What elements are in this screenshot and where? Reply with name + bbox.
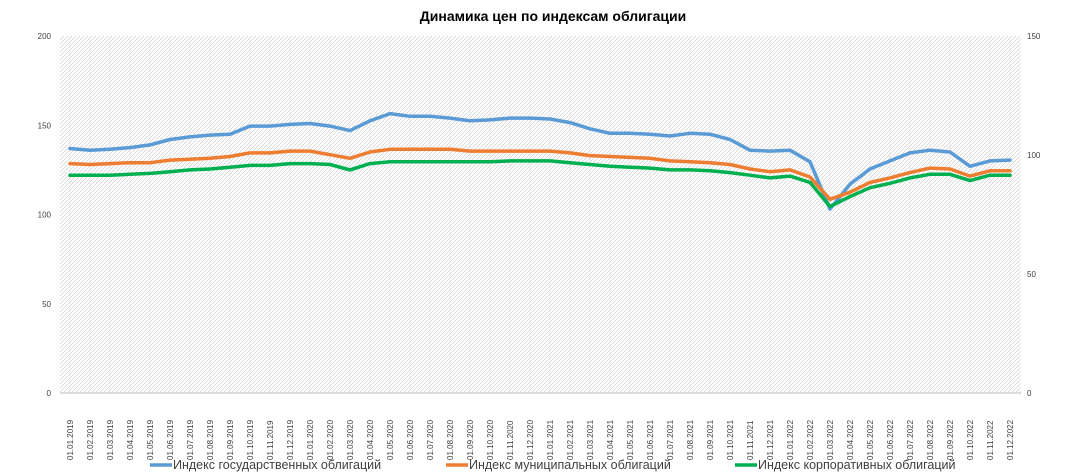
x-tick-label: 01.06.2022 [886, 419, 895, 460]
legend-label-2: Индекс муниципальных облигаций [469, 458, 671, 472]
x-tick-label: 01.09.2022 [946, 419, 955, 460]
x-tick-label: 01.07.2020 [426, 419, 435, 460]
x-tick-label: 01.02.2019 [86, 419, 95, 460]
x-tick-label: 01.12.2021 [766, 419, 775, 460]
x-tick-label: 01.04.2022 [846, 419, 855, 460]
x-tick-label: 01.08.2020 [446, 419, 455, 460]
x-tick-label: 01.02.2021 [566, 419, 575, 460]
x-tick-label: 01.11.2021 [746, 420, 755, 460]
chart-title: Динамика цен по индексам облигации [420, 8, 686, 24]
x-tick-label: 01.10.2019 [246, 419, 255, 460]
x-tick-label: 01.04.2021 [606, 419, 615, 460]
x-tick-label: 01.07.2019 [186, 419, 195, 460]
x-tick-label: 01.03.2022 [826, 419, 835, 460]
y-tick-left: 200 [38, 32, 52, 41]
x-tick-label: 01.08.2019 [206, 419, 215, 460]
legend-label-1: Индекс государственных облигаций [173, 458, 381, 472]
x-tick-label: 01.06.2021 [646, 419, 655, 460]
y-tick-left: 0 [47, 389, 52, 398]
x-tick-label: 01.09.2020 [466, 419, 475, 460]
x-tick-label: 01.01.2019 [66, 419, 75, 460]
series-line-3 [68, 159, 1012, 209]
y-tick-left: 50 [42, 300, 51, 309]
x-tick-label: 01.08.2022 [926, 419, 935, 460]
x-tick-label: 01.10.2020 [486, 419, 495, 460]
x-tick-label: 01.12.2019 [286, 419, 295, 460]
left-axis: 0 50 100 150 200 [38, 32, 52, 398]
series-line-2 [68, 147, 1012, 202]
x-tick-label: 01.03.2020 [346, 419, 355, 460]
x-tick-label: 01.02.2020 [326, 419, 335, 460]
x-tick-label: 01.10.2021 [726, 419, 735, 460]
series-line-1 [68, 111, 1012, 211]
x-gridlines [69, 36, 1011, 393]
x-tick-label: 01.03.2021 [586, 419, 595, 460]
legend: Индекс государственных облигаций Индекс м… [150, 458, 955, 472]
x-tick-label: 01.05.2019 [146, 419, 155, 460]
x-tick-label: 01.05.2021 [626, 419, 635, 460]
y-tick-right: 100 [1027, 151, 1041, 160]
x-tick-label: 01.11.2022 [986, 420, 995, 460]
x-tick-label: 01.01.2021 [546, 419, 555, 460]
x-tick-label: 01.01.2022 [786, 419, 795, 460]
x-tick-label: 01.07.2021 [666, 419, 675, 460]
x-tick-label: 01.12.2022 [1006, 419, 1015, 460]
right-axis: 0 50 100 150 [1027, 32, 1041, 398]
x-tick-label: 01.09.2021 [706, 419, 715, 460]
x-tick-label: 01.05.2020 [386, 419, 395, 460]
x-tick-label: 01.03.2019 [106, 419, 115, 460]
y-tick-left: 150 [38, 121, 52, 130]
x-tick-label: 01.10.2022 [966, 419, 975, 460]
x-tick-label: 01.09.2019 [226, 419, 235, 460]
x-tick-label: 01.05.2022 [866, 419, 875, 460]
x-tick-label: 01.04.2020 [366, 419, 375, 460]
x-tick-label: 01.08.2021 [686, 419, 695, 460]
x-tick-label: 01.11.2020 [506, 420, 515, 460]
y-tick-right: 150 [1027, 32, 1041, 41]
x-tick-label: 01.12.2020 [526, 419, 535, 460]
legend-label-3: Индекс корпоративных облигаций [758, 458, 955, 472]
x-tick-label: 01.06.2019 [166, 419, 175, 460]
x-axis-labels: 01.01.2019 01.02.2019 01.03.2019 01.04.2019… [66, 419, 1015, 460]
x-tick-label: 01.01.2020 [306, 419, 315, 460]
x-tick-label: 01.11.2019 [266, 420, 275, 460]
series-lines [68, 111, 1012, 211]
x-tick-label: 01.02.2022 [806, 419, 815, 460]
x-tick-label: 01.04.2019 [126, 419, 135, 460]
plot-area [60, 36, 1021, 393]
x-tick-label: 01.07.2022 [906, 419, 915, 460]
y-tick-left: 100 [38, 211, 52, 220]
y-tick-right: 0 [1027, 389, 1032, 398]
x-tick-label: 01.06.2020 [406, 419, 415, 460]
y-tick-right: 50 [1027, 270, 1036, 279]
